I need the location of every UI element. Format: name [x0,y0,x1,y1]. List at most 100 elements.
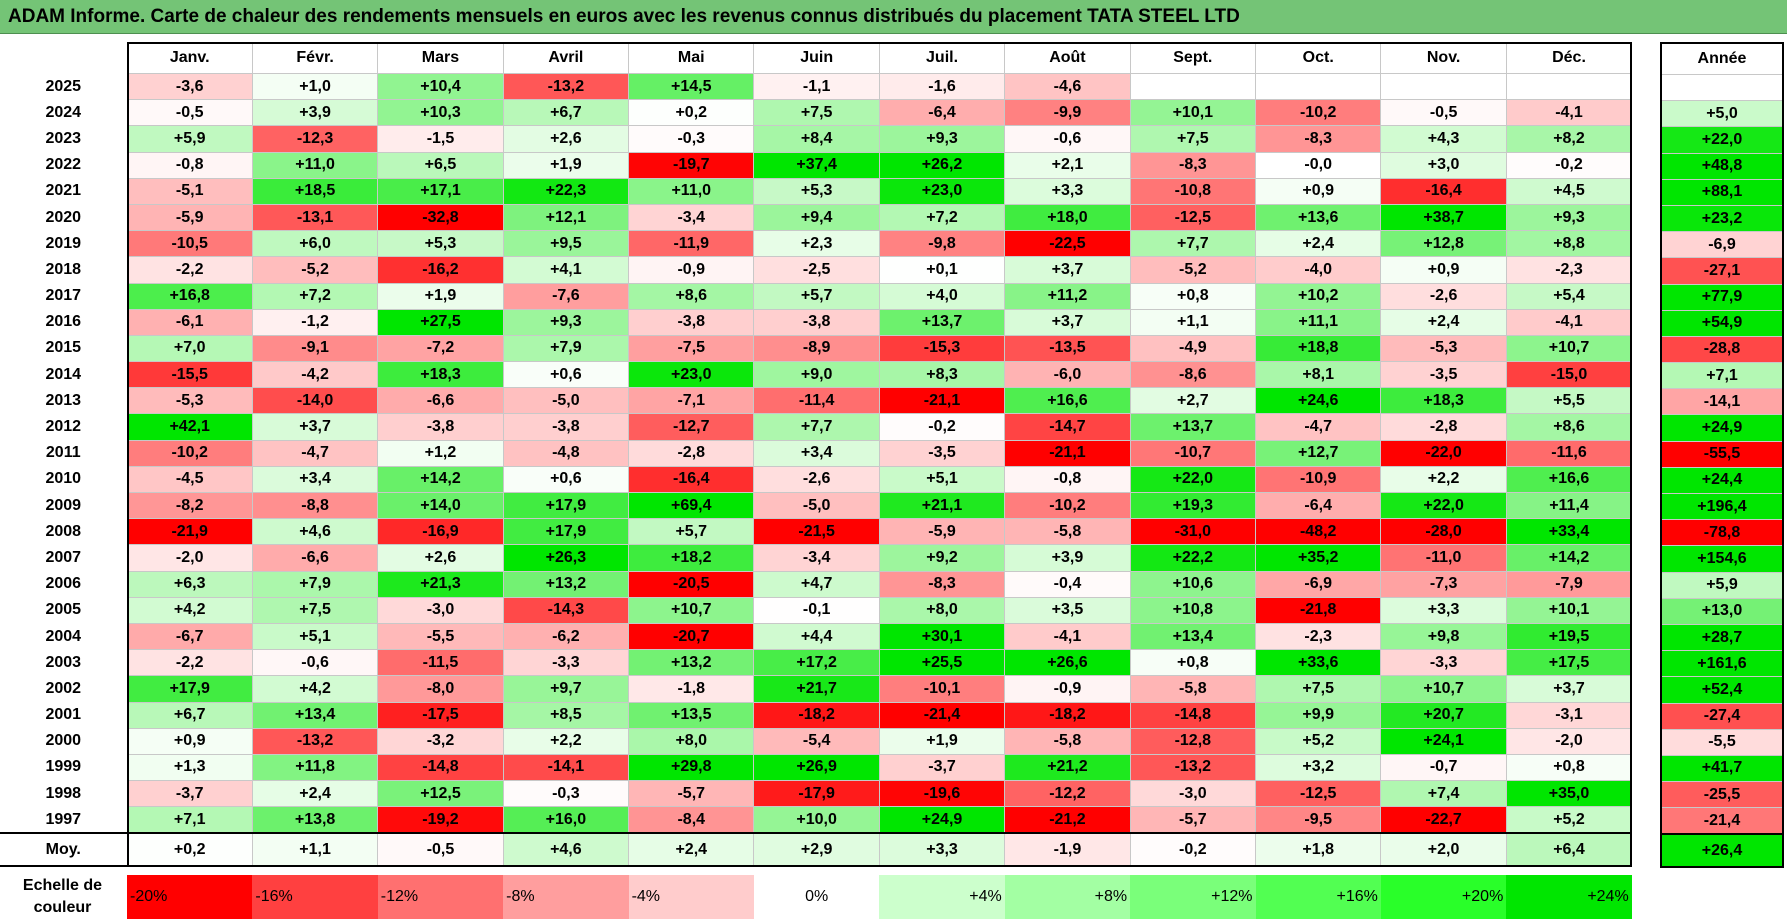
annual-row: +24,4 [1660,466,1784,495]
annual-row: -78,8 [1660,519,1784,547]
heatmap-cell: +4,6 [251,518,379,546]
year-row: 2004 -6,7 +5,1 -5,5 -6,2 -20,7 +4,4 +30,1 -4,1 +1… [0,622,1633,651]
heatmap-cell: +3,7 [1004,308,1131,336]
heatmap-cell: +6,0 [251,230,379,258]
heatmap-cell: -1,5 [377,125,504,153]
heatmap-cell: +27,5 [377,308,504,336]
annual-table: Année +5,0 +22,0 +48,8 +88,1 +23,2 -6,9 -27,1 +… [1660,42,1784,869]
heatmap-cell: -6,4 [1255,491,1382,520]
heatmap-cell: -8,3 [878,570,1006,598]
color-scale-swatch: -8% [503,875,629,919]
annual-row: +5,9 [1660,571,1784,599]
year-row: 2016 -6,1 -1,2 +27,5 +9,3 -3,8 -3,8 +13,7 +3,7 +1… [0,308,1633,336]
annual-cell: +13,0 [1660,597,1784,625]
heatmap-cell: -5,7 [628,780,755,808]
year-label: 2016 [45,313,82,331]
heatmap-cell: -3,3 [1380,649,1507,677]
heatmap-cell: -22,0 [1380,439,1507,467]
heatmap-cell: -2,0 [1505,727,1633,755]
year-row: 2019 -10,5 +6,0 +5,3 +9,5 -11,9 +2,3 -9,8 -22,5 +… [0,230,1633,258]
year-row: 2021 -5,1 +18,5 +17,1 +22,3 +11,0 +5,3 +23,0 +3,… [0,177,1633,205]
heatmap-cell: +13,2 [628,649,755,677]
annual-row: +23,2 [1660,204,1784,233]
heatmap-cell: -4,2 [251,361,379,389]
heatmap-cell: -1,2 [251,308,379,336]
year-label: 2020 [45,208,82,226]
heatmap-cell: -6,0 [1004,361,1131,389]
heatmap-cell: +30,1 [878,622,1006,651]
heatmap-cell: -10,2 [1004,491,1131,520]
heatmap-cell: -48,2 [1255,518,1382,546]
color-scale-label-line2: couleur [33,899,92,917]
heatmap-cell: -2,6 [1380,282,1507,310]
heatmap-cell: -3,4 [753,544,880,572]
heatmap-cell: -21,1 [1004,439,1131,467]
heatmap-cell: +6,5 [377,151,504,179]
heatmap-cell: -31,0 [1129,518,1257,546]
annual-average-row: +26,4 [1660,833,1784,869]
heatmap-cell: -3,5 [878,439,1006,467]
year-label: 1999 [45,758,82,776]
heatmap-cell: +13,4 [251,701,379,729]
heatmap-cell: +5,1 [878,465,1006,494]
heatmap-cell: -21,9 [126,518,253,546]
heatmap-cell: -19,7 [628,151,755,179]
heatmap-cell: -0,5 [1380,99,1507,127]
heatmap-cell: -4,7 [1255,413,1382,441]
heatmap-cell: +4,2 [126,596,253,624]
year-label: 2013 [45,391,82,409]
heatmap-cell: +25,5 [878,649,1006,677]
year-label: 2003 [45,653,82,671]
heatmap-cell: +23,0 [628,361,755,389]
heatmap-cell: -4,7 [251,439,379,467]
heatmap-cell: -21,5 [753,518,880,546]
heatmap-cell: +3,7 [1505,675,1633,703]
heatmap-cell: +9,3 [878,125,1006,153]
heatmap-cell: +7,0 [126,334,253,363]
color-scale-swatch: +20% [1380,875,1507,919]
annual-row: +161,6 [1660,650,1784,678]
heatmap-cell: -7,1 [628,387,755,415]
heatmap-cell: +3,7 [251,413,379,441]
heatmap-cell: -21,1 [878,387,1006,415]
annual-row: -14,1 [1660,388,1784,416]
heatmap-cell: -0,2 [1505,151,1633,179]
color-scale-swatch: +4% [879,875,1005,919]
heatmap-cell: -1,1 [753,72,880,101]
heatmap-cell: -8,9 [753,334,880,363]
heatmap-cell: +8,4 [753,125,880,153]
heatmap-cell: -13,2 [502,72,630,101]
heatmap-cell: -10,8 [1129,177,1257,205]
month-header-4: Avril [502,42,630,74]
heatmap-cell: +5,5 [1505,387,1633,415]
heatmap-cell: +13,2 [502,570,630,598]
month-header-11: Nov. [1380,42,1507,74]
heatmap-cell: +17,5 [1505,649,1633,677]
year-row: 1999 +1,3 +11,8 -14,8 -14,1 +29,8 +26,9 -3,7 +21… [0,753,1633,782]
heatmap-cell: -2,2 [126,649,253,677]
heatmap-cell: +5,2 [1505,806,1633,834]
heatmap-cell: -18,2 [1004,701,1131,729]
heatmap-cell: +5,3 [377,230,504,258]
heatmap-cell: -4,1 [1004,622,1131,651]
color-scale: -20% -16% -12% -8% -4% 0% +4% +8% +12% +16% +20% +2… [127,875,1632,919]
heatmap-cell: +4,3 [1380,125,1507,153]
heatmap-cell: -3,0 [377,596,504,624]
heatmap-cell: -21,4 [878,701,1006,729]
heatmap-cell: -0,5 [126,99,253,127]
year-label: 2022 [45,156,82,174]
heatmap-cell: +24,1 [1380,727,1507,755]
heatmap-cell: +21,2 [1004,753,1131,782]
year-row: 1998 -3,7 +2,4 +12,5 -0,3 -5,7 -17,9 -19,6 -12,2… [0,780,1633,808]
heatmap-cell: -15,5 [126,361,253,389]
heatmap-cell: +18,5 [251,177,379,205]
heatmap-cell: -0,9 [628,256,755,284]
color-scale-swatch: -16% [252,875,378,919]
annual-cell: +88,1 [1660,178,1784,206]
heatmap-cell: -13,2 [1129,753,1257,782]
heatmap-cell: +17,2 [753,649,880,677]
heatmap-cell: +9,5 [502,230,630,258]
heatmap-cell: -0,3 [502,780,630,808]
heatmap-cell: +18,0 [1004,203,1131,232]
heatmap-cell: +7,5 [251,596,379,624]
